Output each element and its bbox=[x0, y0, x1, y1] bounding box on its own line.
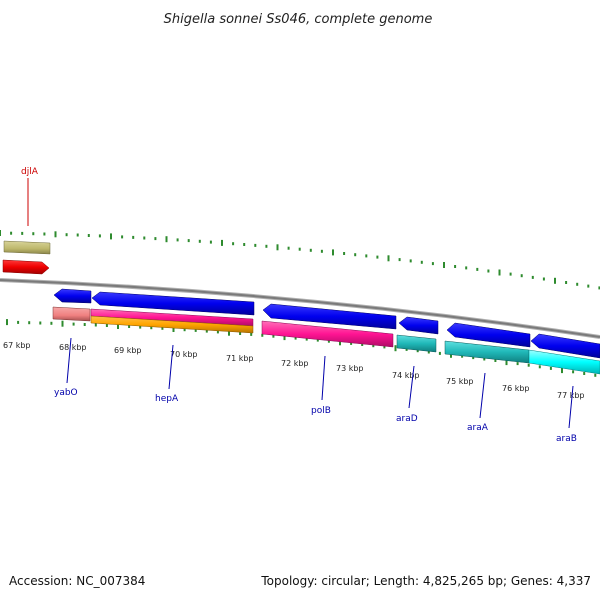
gene-labels: djlA yabO hepA polB araD araA araB bbox=[21, 167, 577, 444]
leader-line-araB bbox=[568, 385, 574, 429]
reverse-strand-genes bbox=[53, 288, 600, 359]
leader-line-araA bbox=[479, 372, 486, 419]
axis-label-72: 72 kbp bbox=[281, 359, 309, 368]
axis-label-71: 71 kbp bbox=[226, 354, 254, 363]
axis-label-75: 75 kbp bbox=[446, 377, 474, 386]
leader-line-polB bbox=[321, 355, 326, 401]
genome-summary-text: Topology: circular; Length: 4,825,265 bp… bbox=[261, 574, 591, 588]
gene-arrow-polB[interactable] bbox=[262, 303, 397, 330]
accession-text: Accession: NC_007384 bbox=[9, 574, 146, 588]
feature-bar-araD[interactable] bbox=[396, 334, 437, 353]
feature-bar-araB[interactable] bbox=[528, 349, 600, 375]
forward-strand bbox=[2, 240, 51, 275]
gene-label-djlA[interactable]: djlA bbox=[21, 167, 39, 177]
gene-label-araD[interactable]: araD bbox=[396, 414, 418, 424]
feature-bar-yabO[interactable] bbox=[52, 306, 91, 322]
gene-label-yabO[interactable]: yabO bbox=[54, 388, 78, 398]
gene-feature-djlA[interactable] bbox=[3, 240, 51, 255]
axis-label-67: 67 kbp bbox=[3, 341, 31, 350]
genome-backbone-core bbox=[0, 279, 600, 338]
gene-label-araB[interactable]: araB bbox=[556, 434, 577, 444]
leader-line-yabO bbox=[66, 337, 72, 384]
axis-label-68: 68 kbp bbox=[59, 343, 87, 352]
gene-label-polB[interactable]: polB bbox=[311, 406, 331, 416]
gene-label-araA[interactable]: araA bbox=[467, 423, 489, 433]
gene-arrow-araD[interactable] bbox=[398, 316, 439, 335]
axis-label-70: 70 kbp bbox=[170, 350, 198, 359]
feature-bar-hepA-lower[interactable] bbox=[90, 315, 254, 334]
gene-label-hepA[interactable]: hepA bbox=[155, 394, 179, 404]
leader-line-hepA bbox=[168, 344, 174, 390]
leader-line-araD bbox=[408, 365, 415, 409]
axis-label-69: 69 kbp bbox=[114, 346, 142, 355]
axis-label-74: 74 kbp bbox=[392, 371, 420, 380]
gene-arrow-yabO[interactable] bbox=[53, 288, 92, 304]
axis-label-76: 76 kbp bbox=[502, 384, 530, 393]
feature-bar-polB[interactable] bbox=[261, 320, 394, 348]
gene-arrow-hepA[interactable] bbox=[91, 291, 255, 316]
axis-label-73: 73 kbp bbox=[336, 364, 364, 373]
axis-label-77: 77 kbp bbox=[557, 391, 585, 400]
outer-tick-row bbox=[0, 230, 600, 290]
gene-arrow-djlA[interactable] bbox=[2, 259, 50, 275]
gene-arrow-araA[interactable] bbox=[446, 322, 531, 348]
reverse-strand-features bbox=[52, 306, 600, 375]
map-title: Shigella sonnei Ss046, complete genome bbox=[164, 12, 433, 27]
gene-arrow-araB[interactable] bbox=[530, 333, 600, 359]
kbp-axis-labels: 67 kbp 68 kbp 69 kbp 70 kbp 71 kbp 72 kb… bbox=[3, 341, 585, 400]
